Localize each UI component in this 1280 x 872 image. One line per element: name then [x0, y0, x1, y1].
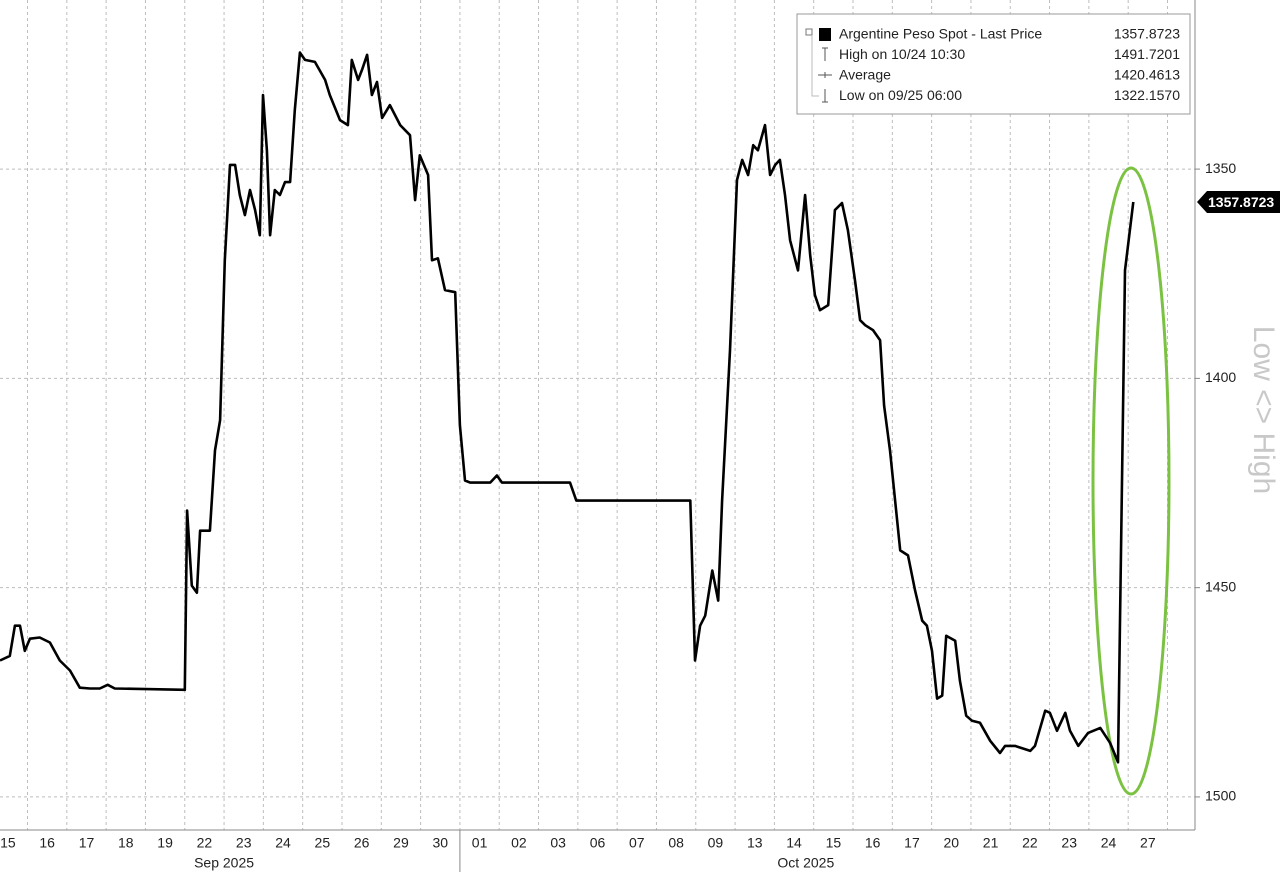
y-tick-label: 1450 — [1205, 578, 1236, 594]
axis-labels: 1350 1400 1450 1500 15 16 17 18 19 22 23 24 25 26 29 30… — [0, 160, 1280, 872]
x-tick-label: 23 — [236, 835, 252, 851]
x-tick-label: 06 — [590, 835, 606, 851]
legend-value: 1357.8723 — [1114, 26, 1180, 42]
x-tick-label: 19 — [157, 835, 173, 851]
legend: Argentine Peso Spot - Last Price 1357.872… — [796, 13, 1191, 115]
x-tick-label: 22 — [1022, 835, 1038, 851]
x-tick-label: 29 — [393, 835, 409, 851]
x-tick-label: 17 — [79, 835, 95, 851]
x-tick-label: 15 — [0, 835, 16, 851]
price-line — [0, 51, 1135, 764]
x-tick-label: 13 — [747, 835, 763, 851]
x-tick-label: 21 — [983, 835, 999, 851]
legend-label: Average — [839, 67, 891, 83]
y-tick-label: 1500 — [1205, 788, 1236, 804]
plot — [0, 51, 1135, 764]
legend-high-icon — [822, 47, 828, 61]
last-price-tag — [1197, 191, 1280, 214]
x-tick-label: 03 — [550, 835, 566, 851]
y-axis-label: Low <> High — [1247, 326, 1280, 494]
x-tick-label: 02 — [511, 835, 527, 851]
y-tick-label: 1350 — [1205, 160, 1236, 176]
x-tick-label: 09 — [708, 835, 724, 851]
legend-label: High on 10/24 10:30 — [839, 46, 965, 62]
last-price-label: 1357.8723 — [1208, 194, 1274, 210]
month-label: Sep 2025 — [194, 855, 254, 871]
x-tick-label: 30 — [432, 835, 448, 851]
legend-tree — [811, 36, 819, 97]
x-tick-label: 24 — [1101, 835, 1117, 851]
x-tick-label: 08 — [668, 835, 684, 851]
x-tick-label: 15 — [826, 835, 842, 851]
legend-value: 1491.7201 — [1114, 46, 1180, 62]
x-tick-label: 27 — [1140, 835, 1156, 851]
x-tick-label: 22 — [197, 835, 213, 851]
legend-box — [796, 13, 1191, 115]
x-tick-label: 14 — [786, 835, 802, 851]
grid — [0, 0, 1195, 830]
x-tick-label: 17 — [904, 835, 920, 851]
legend-value: 1420.4613 — [1114, 67, 1180, 83]
x-tick-label: 24 — [275, 835, 291, 851]
x-tick-label: 18 — [118, 835, 134, 851]
highlight-ellipse — [1091, 166, 1171, 796]
legend-swatch — [819, 28, 831, 41]
month-label: Oct 2025 — [777, 855, 834, 871]
y-tick-label: 1400 — [1205, 369, 1236, 385]
x-tick-label: 20 — [943, 835, 959, 851]
legend-label: Low on 09/25 06:00 — [839, 87, 962, 103]
x-tick-label: 23 — [1061, 835, 1077, 851]
legend-collapse-icon — [805, 28, 813, 36]
legend-value: 1322.1570 — [1114, 87, 1180, 103]
x-tick-label: 16 — [39, 835, 55, 851]
legend-low-icon — [822, 89, 828, 103]
x-tick-label: 16 — [865, 835, 881, 851]
x-tick-label: 26 — [354, 835, 370, 851]
legend-label: Argentine Peso Spot - Last Price — [839, 26, 1042, 42]
x-tick-label: 01 — [472, 835, 488, 851]
legend-average-icon — [818, 72, 832, 78]
x-tick-label: 07 — [629, 835, 645, 851]
x-tick-label: 25 — [315, 835, 331, 851]
